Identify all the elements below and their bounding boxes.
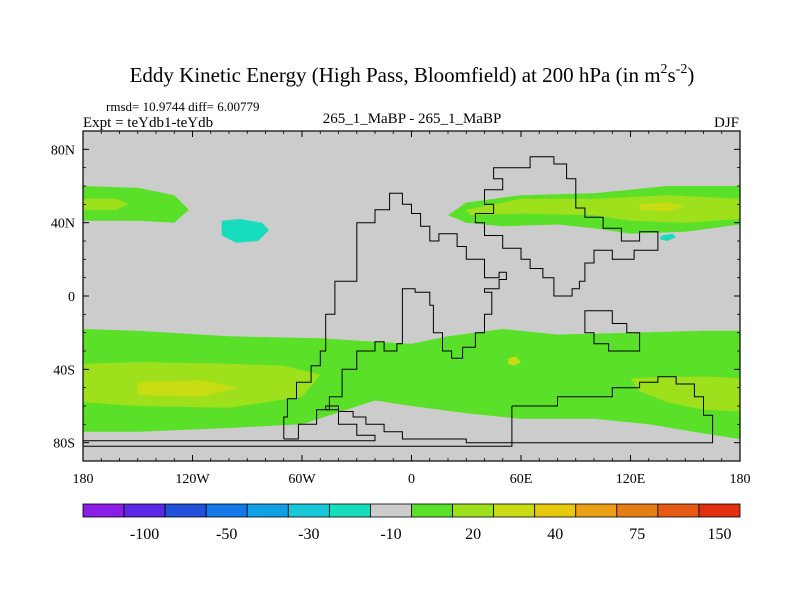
field-sh-jet-core [137,380,239,397]
field-nh-pacific-jet [83,186,189,223]
field-nh-atlantic-cyan [221,219,270,243]
colorbar-swatch [164,503,207,518]
colorbar-swatch [370,503,412,518]
field-sh-jet-band [83,329,740,439]
expt-label: Expt = teYdb1-teYdb [83,115,213,131]
field-sh-east-inner [630,376,740,412]
colorbar-label: -100 [130,526,159,543]
field-nh-asia-jet-inner [466,195,740,223]
colorbar: -100 -50 -30 -10 20 40 75 150 [82,503,741,543]
field-nh-pacific-jet-core [83,198,129,210]
case-label: 265_1_MaBP - 265_1_MaBP [323,111,502,127]
colorbar-swatch [123,503,166,518]
y-tick-label: 80N [51,143,75,158]
x-tick-label: 120E [616,472,646,487]
colorbar-label: 75 [629,526,645,543]
x-tick-label: 0 [408,472,415,487]
colorbar-swatch [657,503,700,518]
y-tick-label: 0 [68,290,75,305]
x-tick-label: 180 [730,472,751,487]
colorbar-swatch [411,503,453,518]
x-tick-label: 120W [175,472,210,487]
colorbar-label: 40 [547,526,563,543]
coastline-antarctic-peninsula [83,405,513,447]
y-tick-label: 40N [51,217,75,232]
colorbar-label: -50 [216,526,237,543]
field-nh-asia-jet-core [639,202,686,212]
coastline-arabia-east [584,310,641,352]
colorbar-swatch [534,503,577,518]
colorbar-label: 150 [708,526,732,543]
chart-title: Eddy Kinetic Energy (High Pass, Bloomfie… [130,62,695,87]
colorbar-swatch [616,503,659,518]
coastline-americas-coast [283,192,507,440]
colorbar-label: 20 [465,526,481,543]
coastlines [83,156,714,447]
contour-fields [83,186,740,439]
colorbar-swatch [452,503,495,518]
x-tick-label: 60W [288,472,316,487]
colorbar-swatch [82,503,125,518]
field-nh-small-cyan [659,233,677,241]
stats-label: rmsd= 10.9744 diff= 6.00779 [106,99,259,114]
colorbar-swatch [205,503,248,518]
x-tick-label: 60E [510,472,533,487]
map-axes: 180 120W 60W 0 60E 120E 180 80N 40N 0 40S 80S [51,131,751,487]
y-tick-label: 80S [53,437,75,452]
colorbar-swatch [575,503,618,518]
colorbar-swatch [287,503,330,518]
field-sh-east-small [508,356,521,366]
x-tick-label: 180 [73,472,94,487]
colorbar-swatch [328,503,371,518]
colorbar-swatch [493,503,536,518]
y-tick-label: 40S [53,363,75,378]
colorbar-label: -30 [298,526,319,543]
colorbar-label: -10 [380,526,401,543]
colorbar-swatch [698,503,741,518]
season-label: DJF [714,115,739,131]
colorbar-swatch [246,503,289,518]
coastline-asia-coast [474,156,659,297]
coastline-australia-antarctic [511,376,714,444]
